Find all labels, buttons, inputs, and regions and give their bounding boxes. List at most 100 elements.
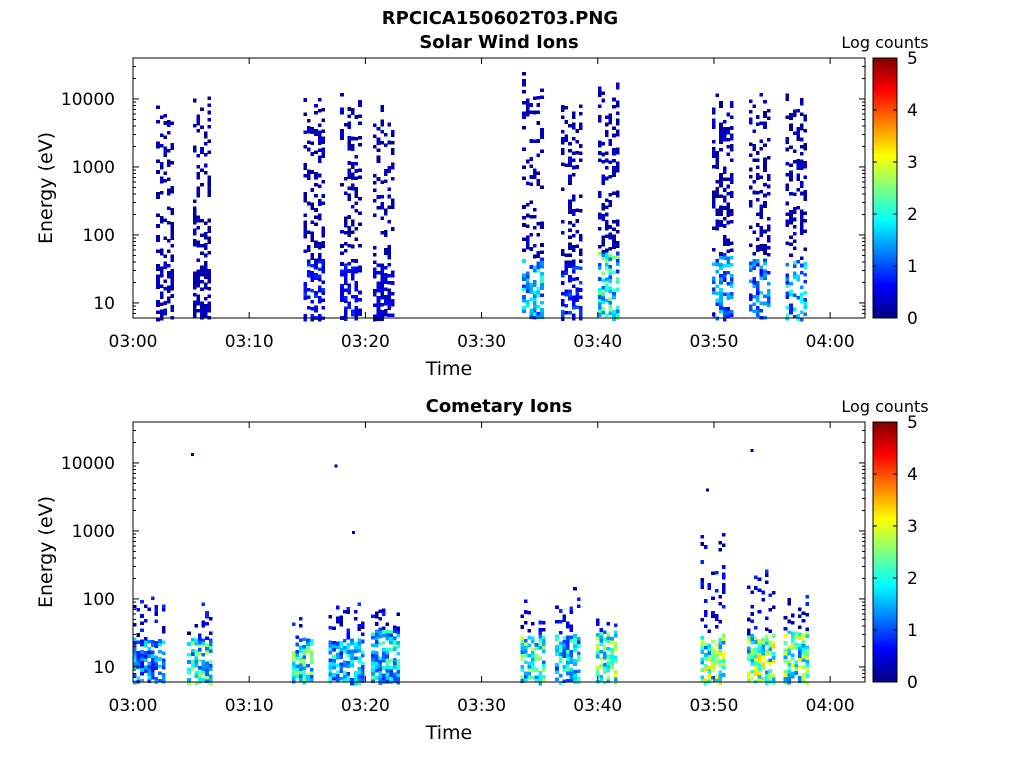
heatmap-cell [766, 191, 771, 196]
heatmap-cell [605, 255, 609, 260]
heatmap-cell [746, 657, 751, 661]
heatmap-cell [303, 145, 307, 149]
heatmap-cell [380, 266, 384, 271]
heatmap-cell [798, 679, 802, 683]
heatmap-cell [531, 647, 535, 651]
heatmap-cell [730, 295, 734, 299]
heatmap-cell [718, 681, 722, 685]
heatmap-cell [361, 664, 365, 669]
heatmap-cell [522, 273, 526, 278]
heatmap-cell [766, 271, 771, 275]
heatmap-cell [347, 114, 351, 118]
heatmap-cell [205, 611, 209, 615]
heatmap-cell [764, 573, 769, 577]
heatmap-cell [353, 678, 358, 682]
heatmap-cell [351, 230, 355, 234]
heatmap-cell [376, 177, 381, 181]
heatmap-cell [163, 218, 167, 222]
heatmap-cell [335, 645, 340, 649]
heatmap-cell [615, 132, 620, 137]
heatmap-cell [200, 308, 204, 313]
heatmap-cell [562, 647, 566, 651]
heatmap-cell [730, 180, 734, 184]
heatmap-cell [373, 289, 377, 293]
heatmap-cell [387, 306, 392, 310]
heatmap-cell [756, 151, 760, 155]
heatmap-cell [766, 281, 771, 286]
heatmap-cell [531, 665, 535, 669]
heatmap-cell [601, 296, 605, 301]
heatmap-cell [601, 278, 605, 283]
heatmap-cell [605, 288, 609, 292]
heatmap-cell [317, 108, 322, 113]
heatmap-cell [396, 666, 400, 670]
heatmap-cell [722, 633, 726, 638]
heatmap-cell [310, 256, 315, 261]
heatmap-cell [763, 114, 767, 119]
heatmap-cell [391, 274, 395, 278]
heatmap-cell [746, 650, 751, 654]
heatmap-cell [161, 608, 166, 612]
heatmap-cell [538, 635, 542, 639]
heatmap-cell [373, 303, 377, 308]
heatmap-cell [579, 306, 583, 310]
heatmap-cell [520, 657, 524, 662]
heatmap-cell [321, 298, 325, 303]
heatmap-cell [536, 250, 541, 255]
heatmap-cell [571, 165, 576, 170]
heatmap-cell [391, 198, 395, 202]
heatmap-cell [754, 672, 758, 677]
heatmap-cell [601, 311, 605, 315]
heatmap-cell [722, 583, 726, 587]
heatmap-cell [321, 179, 325, 184]
heatmap-cell [196, 244, 201, 248]
heatmap-cell [343, 216, 348, 221]
heatmap-cell [143, 636, 148, 641]
heatmap-cell [163, 150, 167, 154]
heatmap-cell [566, 678, 570, 683]
heatmap-cell [154, 612, 159, 616]
heatmap-cell [615, 194, 620, 198]
heatmap-cell [536, 139, 541, 143]
heatmap-cell [317, 134, 322, 138]
heatmap-cell [800, 220, 804, 225]
heatmap-cell [707, 651, 712, 655]
heatmap-cell [711, 596, 715, 601]
heatmap-cell [143, 651, 148, 655]
heatmap-cell [555, 634, 559, 638]
heatmap-cell [794, 660, 799, 664]
heatmap-cell [303, 98, 307, 102]
heatmap-cell [766, 296, 771, 300]
heatmap-cell [346, 650, 351, 654]
heatmap-cell [752, 158, 756, 162]
heatmap-cell [307, 140, 311, 145]
heatmap-cell [383, 287, 388, 292]
heatmap-cell [610, 637, 614, 641]
heatmap-cell [783, 680, 788, 685]
heatmap-cell [796, 278, 800, 282]
heatmap-cell [156, 213, 160, 217]
heatmap-cell [354, 226, 359, 231]
heatmap-cell [730, 219, 734, 224]
heatmap-cell [380, 284, 384, 289]
heatmap-cell [340, 107, 344, 111]
burst-7 [555, 587, 581, 685]
heatmap-cell [156, 274, 160, 279]
heatmap-cell [803, 128, 808, 133]
heatmap-cell [730, 248, 734, 253]
heatmap-cell [194, 663, 198, 668]
heatmap-cell [561, 115, 565, 120]
heatmap-cell [558, 652, 563, 656]
heatmap-cell [605, 219, 609, 224]
heatmap-cell [722, 119, 727, 124]
heatmap-cell [208, 667, 213, 671]
heatmap-cell [317, 184, 322, 189]
heatmap-cell [605, 129, 609, 134]
heatmap-cell [752, 259, 756, 263]
heatmap-cell [207, 96, 211, 100]
heatmap-cell [569, 649, 574, 654]
heatmap-cell [711, 647, 715, 651]
heatmap-cell [147, 672, 151, 676]
heatmap-cell [605, 284, 609, 289]
heatmap-cell [534, 679, 539, 683]
